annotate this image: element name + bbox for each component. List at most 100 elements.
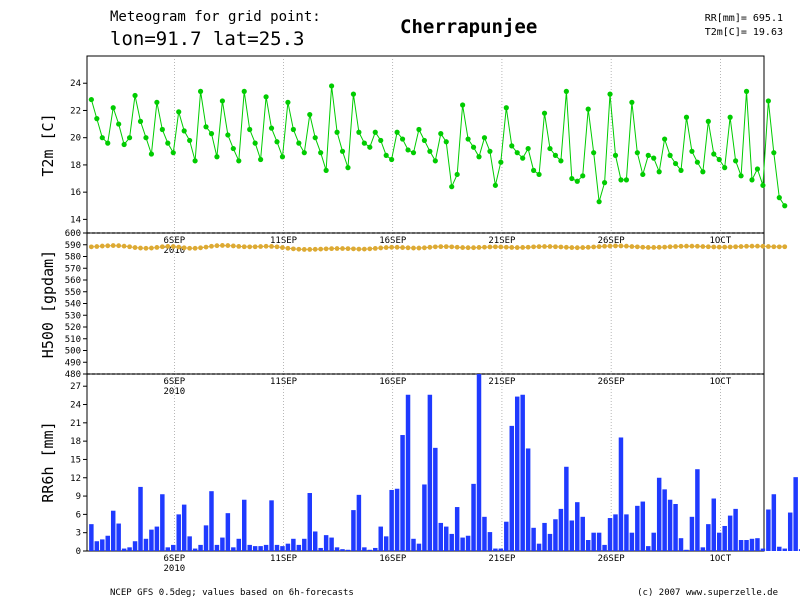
h500-point [263, 243, 269, 249]
x-tick-label: 6SEP [164, 377, 186, 387]
h500-frame [86, 232, 765, 375]
footer-source: NCEP GFS 0.5deg; values based on 6h-fore… [110, 588, 354, 598]
t2m-point [399, 136, 406, 142]
h500-point [394, 244, 400, 250]
y-tick-label: 490 [65, 358, 81, 368]
t2m-point [132, 92, 138, 99]
h500-point [296, 246, 302, 252]
t2m-point [318, 150, 324, 156]
rr6h-bar [706, 524, 711, 551]
rr6h-bar [700, 547, 706, 551]
h500-point [307, 247, 313, 252]
t2m-point [154, 99, 160, 105]
rr6h-bar [607, 518, 613, 551]
rr6h-bar [449, 533, 454, 551]
rr6h-bar [787, 512, 793, 551]
t2m-point [143, 135, 149, 141]
rr6h-bar [127, 547, 132, 551]
h500-point [165, 243, 171, 249]
rr6h-bar [575, 502, 580, 551]
h500-point [629, 244, 635, 249]
t2m-point [328, 83, 335, 89]
t2m-point [580, 173, 586, 179]
t2m-point [481, 135, 488, 141]
rr6h-bar [334, 547, 340, 551]
t2m-point [88, 96, 94, 103]
y-tick-label: 18 [70, 161, 81, 171]
t2m-point [236, 158, 242, 164]
h500-point [755, 243, 760, 249]
rr6h-bar [274, 544, 280, 551]
h500-point [361, 246, 367, 252]
t2m-point [378, 137, 384, 144]
y-tick-label: 530 [65, 311, 81, 321]
h500-point [198, 245, 203, 251]
rr6h-bar [296, 544, 302, 551]
rr6h-bar [362, 547, 367, 551]
rr6h-bar [646, 546, 651, 551]
t2m-frame [86, 55, 765, 234]
h500-point [776, 244, 782, 250]
rr6h-bar [482, 516, 487, 551]
h500-point [640, 244, 646, 250]
rr6h-bar [678, 538, 684, 551]
t2m-point [541, 110, 548, 116]
t2m-point [771, 150, 777, 156]
t2m-point [176, 109, 182, 115]
t2m-point [339, 148, 346, 154]
t2m-point [672, 160, 679, 167]
rr6h-bar [711, 498, 717, 551]
y-tick-label: 12 [70, 474, 81, 484]
h500-point [116, 243, 122, 249]
h500-point [482, 244, 487, 250]
rr6h-bar [209, 491, 214, 551]
t2m-point [372, 129, 378, 135]
rr6h-bar [487, 532, 493, 551]
h500-point [580, 245, 586, 250]
rr6h-bar [613, 514, 618, 551]
x-tick-sublabel: 2010 [164, 564, 186, 574]
h500-point [596, 244, 602, 250]
t2m-point [629, 99, 635, 105]
y-tick-label: 480 [65, 370, 81, 380]
t2m-point [110, 105, 116, 111]
h500-point [427, 244, 433, 250]
rr6h-bar [755, 538, 760, 551]
h500-point [94, 244, 100, 249]
y-tick-label: 3 [76, 529, 81, 539]
t2m-point [634, 150, 640, 156]
h500-point [432, 244, 438, 250]
t2m-point [290, 126, 296, 133]
t2m-point [263, 94, 269, 100]
t2m-point [525, 145, 531, 152]
rr6h-bar [416, 543, 422, 551]
t2m-point [367, 144, 373, 150]
x-tick-label: 16SEP [379, 554, 407, 564]
h500-point [323, 246, 329, 252]
t2m-point [389, 156, 395, 163]
rr6h-bar [722, 525, 727, 551]
t2m-point [640, 171, 646, 178]
h500-point [132, 245, 138, 250]
t2m-point [159, 126, 165, 133]
t2m-point [307, 111, 313, 118]
h500-point [301, 247, 307, 252]
rr6h-bar [667, 499, 673, 551]
rr6h-bar [591, 532, 596, 551]
y-tick-label: 540 [65, 300, 81, 310]
h500-point [667, 244, 673, 250]
h500-point [209, 243, 214, 249]
y-tick-label: 600 [65, 229, 81, 239]
t2m-point [498, 159, 504, 165]
rr6h-bar [438, 522, 444, 551]
rr6h-bar [203, 525, 209, 551]
h500-point [225, 243, 231, 248]
summary-t2m: T2m[C]= 19.63 [705, 27, 783, 38]
header-coordinates: lon=91.7 lat=25.3 [110, 28, 304, 50]
h500-point [542, 244, 547, 249]
x-tick-label: 6SEP [164, 554, 186, 564]
h500-point [378, 245, 384, 251]
rr6h-bar [444, 526, 449, 551]
t2m-point [618, 177, 624, 183]
rr6h-bar [744, 540, 749, 551]
